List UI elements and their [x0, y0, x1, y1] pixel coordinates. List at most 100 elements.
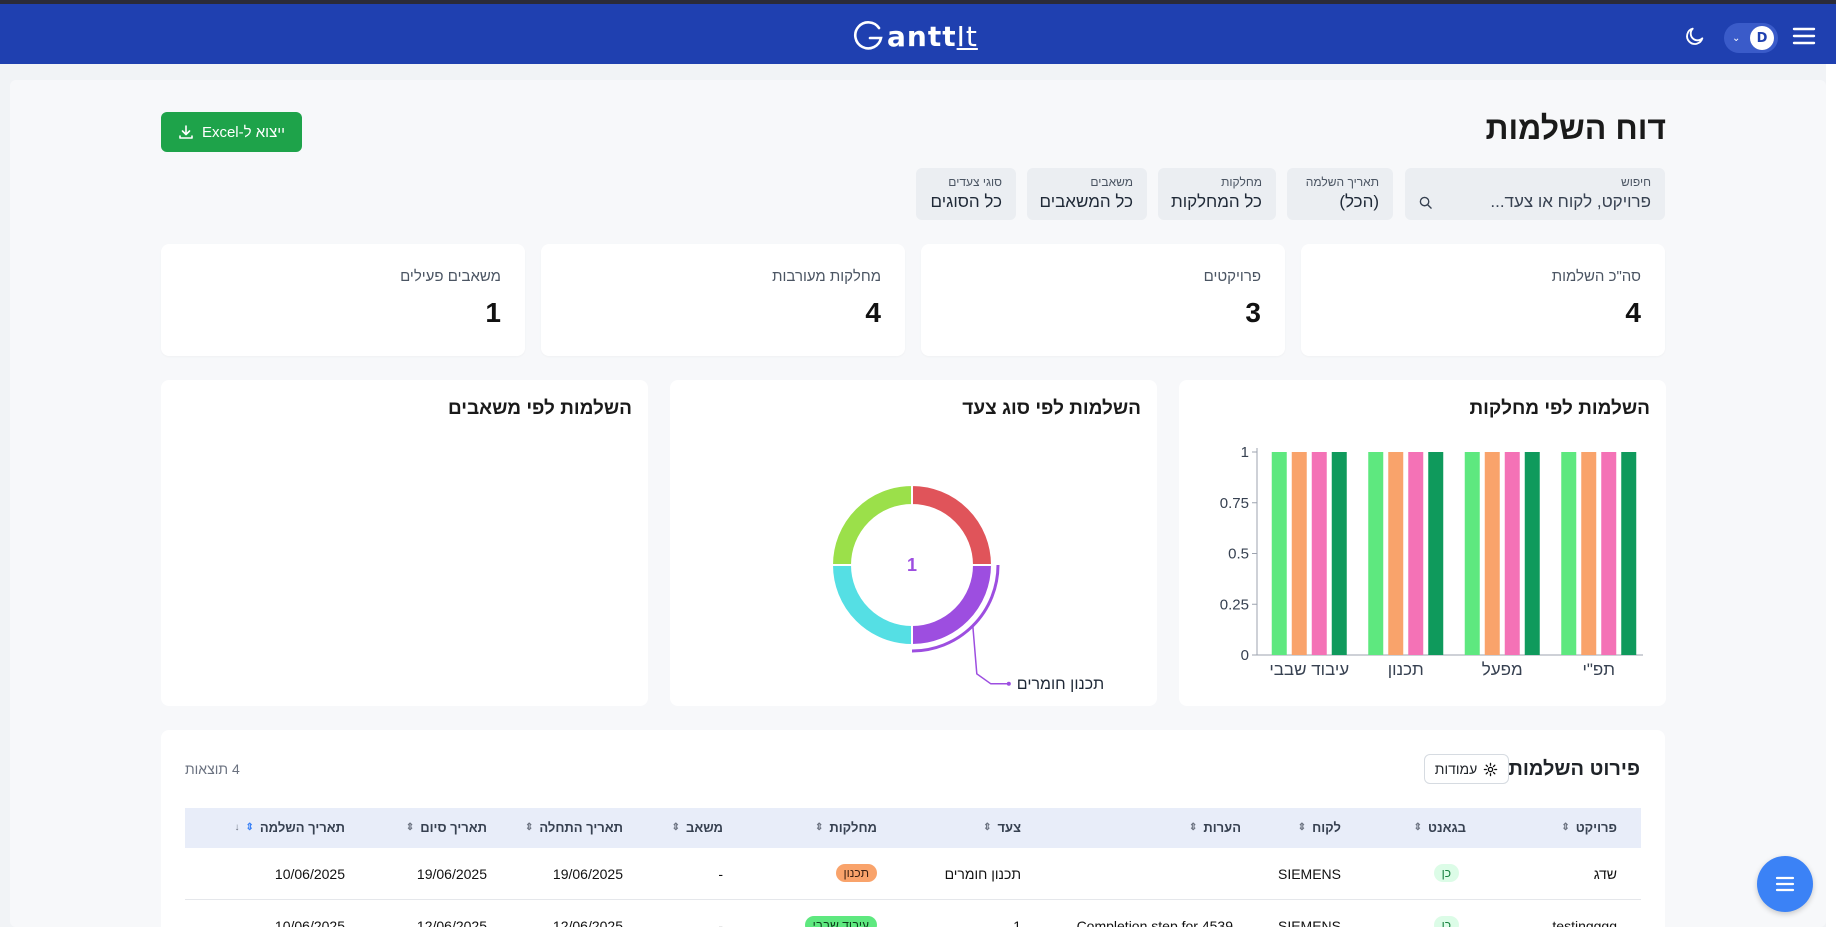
step-types-value: כל הסוגים — [930, 192, 1002, 211]
th-label: בגאנט — [1428, 820, 1466, 835]
user-menu[interactable]: ⌄ D — [1724, 23, 1778, 53]
hamburger-icon — [1792, 27, 1816, 45]
donut-slice[interactable] — [911, 483, 994, 566]
app-header: antt It ⌄ D — [0, 4, 1836, 64]
departments-value: כל המחלקות — [1171, 192, 1262, 211]
search-input[interactable]: פרויקט, לקוח או צעד... — [1490, 192, 1651, 211]
cell-notes: Completion step for 4539 — [1076, 918, 1233, 927]
export-label: ייצוא ל-Excel — [201, 123, 286, 141]
sort-icon: ⇕ — [245, 822, 254, 833]
th-start-date[interactable]: תאריך התחלה ⇕ — [525, 820, 623, 835]
sort-icon: ⇕ — [815, 822, 824, 833]
chart-by-resource: השלמות לפי משאבים — [161, 380, 648, 706]
avatar: D — [1750, 26, 1774, 50]
step-types-filter[interactable]: סוגי צעדים כל הסוגים — [916, 168, 1016, 220]
table-row[interactable]: שדג כן SIEMENS תכנון חומרים תכנון - 19/0… — [185, 848, 1641, 900]
donut-center-value: 1 — [907, 555, 917, 575]
app-logo[interactable]: antt It — [853, 18, 978, 54]
th-label: תאריך התחלה — [539, 820, 623, 835]
bar[interactable] — [1271, 452, 1287, 655]
bar[interactable] — [1524, 452, 1540, 655]
y-tick-label: 0.25 — [1220, 596, 1249, 613]
results-count: 4 תוצאות — [185, 761, 240, 777]
chart-by-department: השלמות לפי מחלקות 0 0.25 0.5 0.75 1 תפ"י מפעל ת… — [1179, 380, 1666, 706]
bar[interactable] — [1428, 452, 1444, 655]
menu-button[interactable] — [1790, 22, 1818, 50]
table-title: פירוט השלמות — [1508, 758, 1640, 780]
th-label: משאב — [686, 820, 723, 835]
search-filter[interactable]: חיפוש פרויקט, לקוח או צעד... — [1405, 168, 1665, 220]
window-top-strip — [0, 0, 1836, 4]
bar[interactable] — [1601, 452, 1617, 655]
sort-icon: ⇕ — [524, 822, 534, 833]
th-departments[interactable]: מחלקות ⇕ — [815, 820, 877, 835]
bar[interactable] — [1331, 452, 1347, 655]
stat-label: סה"כ השלמות — [1551, 268, 1641, 285]
bar[interactable] — [1621, 452, 1637, 655]
date-filter[interactable]: תאריך השלמה (הכל) — [1287, 168, 1393, 220]
sort-desc-icon: ↓ — [234, 822, 240, 833]
th-resource[interactable]: משאב ⇕ — [672, 820, 723, 835]
th-label: צעד — [997, 820, 1021, 835]
th-gantt[interactable]: בגאנט ⇕ — [1414, 820, 1466, 835]
x-tick-label: מפעל — [1482, 660, 1523, 679]
bar[interactable] — [1484, 452, 1500, 655]
chevron-down-icon: ⌄ — [1732, 32, 1741, 44]
moon-icon — [1686, 27, 1704, 45]
bar[interactable] — [1388, 452, 1404, 655]
sort-icon: ⇕ — [1413, 822, 1423, 833]
export-excel-button[interactable]: ייצוא ל-Excel — [161, 112, 302, 152]
th-end-date[interactable]: תאריך סיום ⇕ — [406, 820, 487, 835]
th-step[interactable]: צעד ⇕ — [983, 820, 1021, 835]
gantt-badge: כן — [1433, 916, 1459, 927]
th-label: לקוח — [1312, 820, 1341, 835]
bar[interactable] — [1464, 452, 1480, 655]
y-tick-label: 0.75 — [1220, 495, 1249, 512]
slice-label: תכנון חומרים — [1017, 676, 1104, 693]
th-project[interactable]: פרויקט ⇕ — [1561, 820, 1617, 835]
resources-value: כל המשאבים — [1039, 192, 1133, 211]
th-notes[interactable]: הערות ⇕ — [1189, 820, 1241, 835]
donut-slice[interactable] — [830, 564, 913, 647]
departments-filter[interactable]: מחלקות כל המחלקות — [1158, 168, 1276, 220]
x-tick-label: תכנון — [1388, 660, 1424, 679]
floating-menu-button[interactable] — [1757, 856, 1813, 912]
sort-icon: ⇕ — [1189, 822, 1198, 833]
bar[interactable] — [1504, 452, 1520, 655]
donut-slice[interactable] — [830, 483, 913, 566]
dark-mode-toggle[interactable] — [1681, 22, 1709, 50]
chart-by-step-type: השלמות לפי סוג צעד תכנון חומרים 1 — [670, 380, 1157, 706]
bar[interactable] — [1581, 452, 1597, 655]
departments-label: מחלקות — [1221, 175, 1262, 189]
donut-chart: תכנון חומרים 1 — [830, 483, 1104, 693]
th-label: מחלקות — [829, 820, 877, 835]
columns-button[interactable]: עמודות — [1424, 754, 1509, 784]
th-completion-date[interactable]: תאריך השלמה ⇕ ↓ — [235, 820, 346, 835]
cell-step: תכנון חומרים — [944, 866, 1021, 882]
th-client[interactable]: לקוח ⇕ — [1298, 820, 1341, 835]
sort-icon: ⇕ — [405, 822, 415, 833]
logo-g-icon — [853, 21, 883, 50]
bar[interactable] — [1561, 452, 1577, 655]
bar[interactable] — [1368, 452, 1384, 655]
cell-resource: - — [718, 918, 723, 927]
cell-end: 19/06/2025 — [416, 866, 487, 882]
page-title: דוח השלמות — [1485, 110, 1666, 146]
gear-icon — [1484, 762, 1498, 776]
label-leader — [972, 625, 1009, 685]
stat-value: 4 — [865, 297, 881, 328]
bar[interactable] — [1408, 452, 1424, 655]
resources-filter[interactable]: משאבים כל המשאבים — [1027, 168, 1147, 220]
bar[interactable] — [1291, 452, 1307, 655]
chart-title: השלמות לפי סוג צעד — [962, 398, 1141, 419]
table-row[interactable]: testingggg כן SIEMENS Completion step fo… — [185, 900, 1641, 927]
date-value: (הכל) — [1339, 192, 1379, 211]
scrollbar[interactable] — [1826, 64, 1836, 927]
stat-value: 4 — [1625, 297, 1641, 328]
bar[interactable] — [1311, 452, 1327, 655]
donut-slice[interactable] — [911, 564, 994, 647]
th-label: תאריך השלמה — [259, 820, 345, 835]
resources-label: משאבים — [1090, 175, 1133, 189]
chart-title: השלמות לפי משאבים — [447, 398, 632, 419]
department-badge: תכנון — [835, 864, 877, 882]
